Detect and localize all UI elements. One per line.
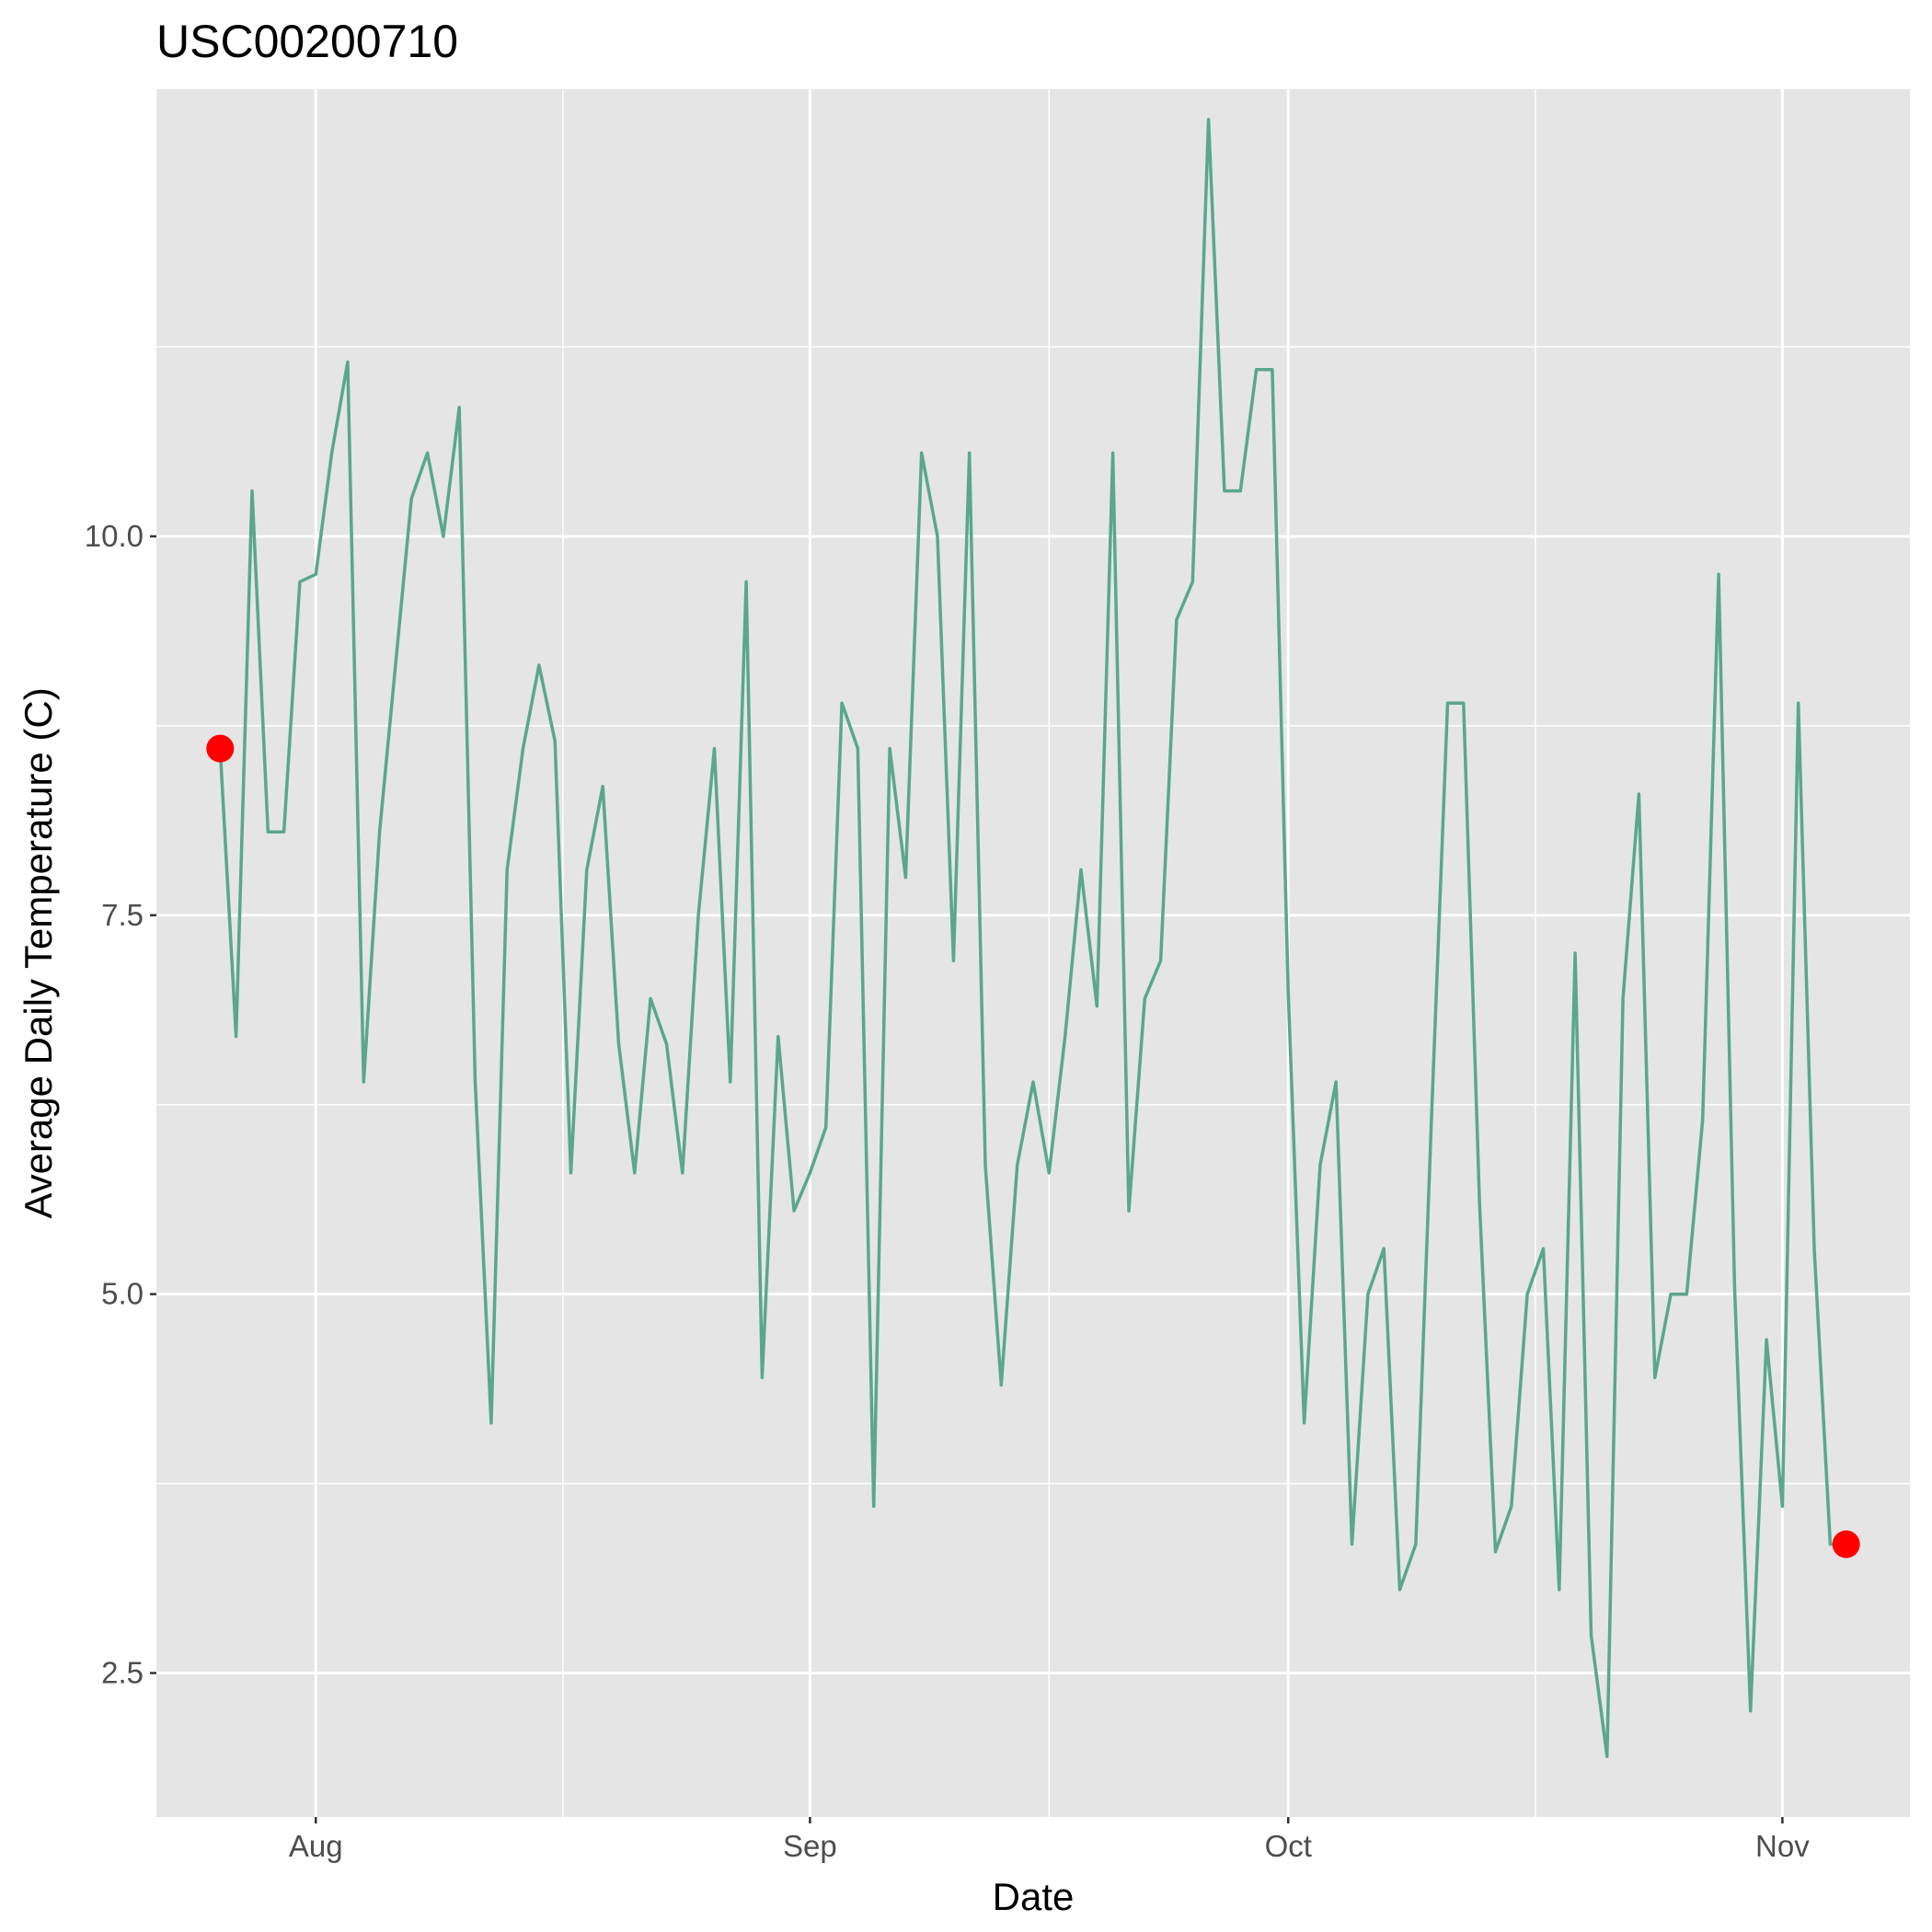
- highlight-point: [1832, 1530, 1860, 1558]
- highlight-layer: [206, 734, 1860, 1558]
- highlight-point: [206, 734, 235, 763]
- series-layer: [218, 118, 1846, 1758]
- x-tick-label: Aug: [289, 1829, 343, 1863]
- y-tick-label: 10.0: [85, 519, 144, 553]
- y-axis: 2.5 5.0 7.5 10.0: [85, 519, 156, 1690]
- y-axis-title: Average Daily Temperature (C): [17, 687, 60, 1218]
- plot-panel: [156, 89, 1910, 1817]
- x-tick-label: Sep: [783, 1829, 837, 1863]
- chart-title: USC00200710: [156, 16, 458, 67]
- y-tick-label: 2.5: [101, 1656, 144, 1690]
- x-tick-label: Oct: [1265, 1829, 1312, 1863]
- x-axis-title: Date: [993, 1875, 1075, 1918]
- x-tick-label: Nov: [1755, 1829, 1810, 1863]
- x-axis: Aug Sep Oct Nov: [289, 1817, 1810, 1863]
- y-tick-label: 7.5: [101, 898, 144, 932]
- y-tick-label: 5.0: [101, 1277, 144, 1311]
- series-line: [218, 118, 1846, 1758]
